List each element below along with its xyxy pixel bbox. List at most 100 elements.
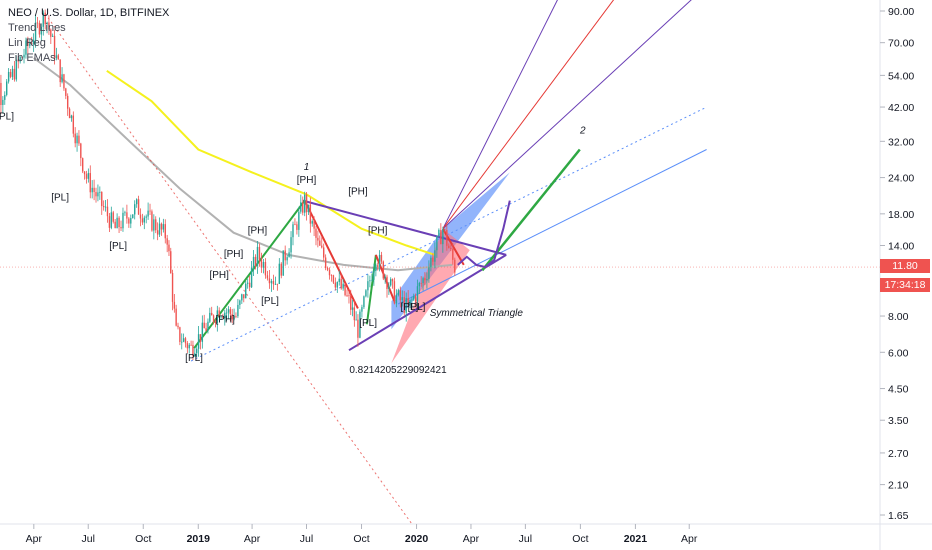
candle-body xyxy=(292,224,294,238)
candle-body xyxy=(76,135,78,144)
candle-body xyxy=(99,191,101,193)
candle-body xyxy=(407,298,409,305)
candle-body xyxy=(252,256,255,268)
indicator-lin-reg[interactable]: Lin Reg xyxy=(8,37,46,49)
indicator-trend-lines[interactable]: Trend Lines xyxy=(8,22,66,34)
blue-solid-line xyxy=(397,149,707,305)
candle-body xyxy=(23,54,25,58)
candle-body xyxy=(201,322,204,342)
indicator-fib-emas[interactable]: Fib EMAs xyxy=(8,52,56,64)
candle-body xyxy=(294,224,296,226)
price-tick-label: 24.00 xyxy=(888,173,914,185)
pivot-low-label: [PL] xyxy=(51,193,69,204)
candle-body xyxy=(436,236,438,251)
pivot-high-label: [PH] xyxy=(297,175,317,186)
time-tick-label: Oct xyxy=(135,533,151,545)
pivot-low-label: [PL] xyxy=(185,353,203,364)
candle-body xyxy=(296,224,298,230)
time-tick-label: Apr xyxy=(681,533,698,545)
candle-body xyxy=(397,290,400,295)
pivot-high-label: [PH] xyxy=(348,186,368,197)
price-tick-label: 2.10 xyxy=(888,480,909,492)
triangle-upper-line xyxy=(302,199,507,256)
candle-body xyxy=(375,265,377,271)
time-scale[interactable]: Apr Jul Oct 2019 Apr Jul Oct 2020 Apr Jul Oct 2021 A… xyxy=(26,524,698,545)
candle-body xyxy=(313,221,315,229)
candle-body xyxy=(373,270,375,280)
candle-body xyxy=(179,327,181,342)
candle-body xyxy=(344,283,346,296)
candle-body xyxy=(365,290,367,297)
candle-body xyxy=(326,267,329,270)
candle-body xyxy=(382,261,384,279)
pattern-label: Symmetrical Triangle xyxy=(430,308,524,319)
candle-body xyxy=(57,55,60,60)
candle-body xyxy=(311,221,313,224)
candle-body xyxy=(346,295,348,297)
candle-body xyxy=(270,280,273,284)
candle-body xyxy=(40,26,43,35)
time-tick-label: Apr xyxy=(244,533,261,545)
candle-body xyxy=(276,283,279,285)
candle-body xyxy=(149,210,151,212)
candle-body xyxy=(315,228,317,238)
candle-body xyxy=(151,211,153,231)
candle-body xyxy=(42,12,44,27)
price-tick-label: 14.00 xyxy=(888,241,914,253)
candle-body xyxy=(353,307,356,321)
candle-body xyxy=(50,29,52,37)
candle-body xyxy=(401,297,403,301)
candle-body xyxy=(342,283,344,289)
candle-body xyxy=(186,343,189,349)
candle-body xyxy=(262,262,265,268)
candle-body xyxy=(246,282,249,284)
time-tick-label: Jul xyxy=(300,533,313,545)
candle-body xyxy=(32,39,35,45)
candle-body xyxy=(2,99,4,106)
candle-body xyxy=(290,237,292,253)
candle-body xyxy=(446,230,448,246)
candle-body xyxy=(134,204,136,215)
fib-ratio-label: 0.8214205229092421 xyxy=(349,365,447,376)
symbol-title[interactable]: NEO / U.S. Dollar, 1D, BITFINEX xyxy=(8,7,170,19)
candle-body xyxy=(156,230,159,235)
price-tick-label: 6.00 xyxy=(888,347,909,359)
price-tick-label: 42.00 xyxy=(888,102,914,114)
candle-body xyxy=(91,187,93,193)
red-fan-line xyxy=(442,0,615,229)
candle-body xyxy=(393,281,396,304)
candle-body xyxy=(229,309,232,315)
price-scale[interactable]: 90.00 70.00 54.00 42.00 32.00 24.00 18.00 14.00… xyxy=(880,6,914,522)
candle-body xyxy=(266,275,269,279)
candle-body xyxy=(319,240,321,246)
candle-body xyxy=(288,252,290,258)
candle-body xyxy=(377,265,379,267)
candle-body xyxy=(245,283,247,299)
ema-yellow-line xyxy=(106,69,436,256)
candle-body xyxy=(164,224,166,239)
candle-body xyxy=(48,22,50,30)
candle-body xyxy=(132,214,134,219)
candle-body xyxy=(205,328,207,331)
candle-body xyxy=(409,299,411,305)
candle-body xyxy=(141,218,144,223)
candle-body xyxy=(162,224,165,230)
candle-body xyxy=(158,223,161,235)
plot-area[interactable]: [PL][PL][PL][PL][PL][PH][PL][PH][PL][PH]… xyxy=(0,0,880,527)
time-tick-label: Apr xyxy=(26,533,43,545)
candle-body xyxy=(87,173,90,179)
pivot-high-label: [PH] xyxy=(368,225,388,236)
candle-body xyxy=(231,314,233,320)
time-tick-label: Jul xyxy=(519,533,532,545)
candle-body xyxy=(194,353,196,357)
candle-body xyxy=(256,246,259,267)
candle-body xyxy=(81,158,84,172)
candle-body xyxy=(286,257,288,261)
candle-body xyxy=(378,254,381,267)
candle-body xyxy=(4,94,6,100)
candle-body xyxy=(384,276,386,279)
candle-body xyxy=(70,115,73,119)
time-tick-label: Apr xyxy=(463,533,480,545)
candle-body xyxy=(442,229,444,245)
